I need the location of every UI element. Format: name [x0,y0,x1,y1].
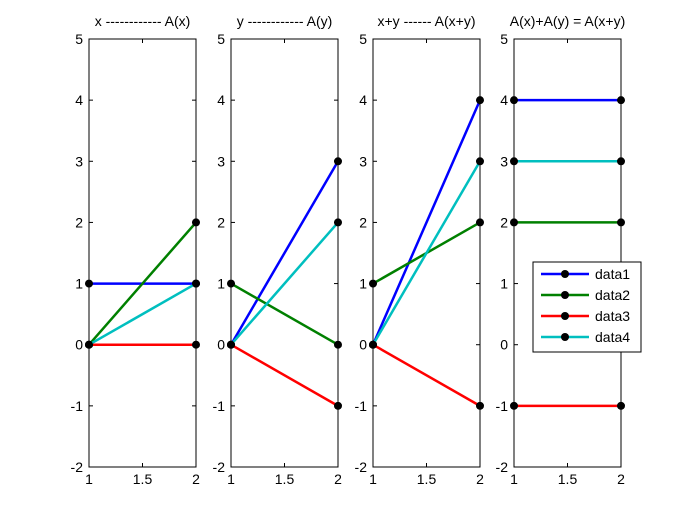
x-tick-label: 2 [476,471,484,487]
y-tick-label: 5 [359,31,367,47]
y-tick-label: 0 [359,337,367,353]
subplot-title: A(x)+A(y) = A(x+y) [510,13,626,29]
subplot-title: y ------------ A(y) [237,13,333,29]
data-point [510,96,518,105]
x-tick-label: 2 [334,471,342,487]
y-tick-label: 1 [75,276,83,292]
axes-box [513,38,622,468]
series-line-2 [229,282,340,346]
y-tick-label: 5 [217,31,225,47]
series-line-4 [87,282,198,346]
y-tick-label: -1 [496,398,509,414]
legend-marker [561,312,569,320]
y-tick-label: 3 [217,153,225,169]
subplot-3: x+y ------ A(x+y) -2 -1 0 1 2 3 4 5 1 1.5 2 [355,13,485,487]
y-tick-label: 5 [500,31,508,47]
data-point [227,340,235,349]
y-tick-label: -2 [496,459,509,475]
y-tick-label: 2 [500,214,508,230]
axes-box [88,38,197,468]
y-tick-label: 3 [359,153,367,169]
data-point [510,218,518,227]
y-tick-label: -2 [355,459,368,475]
y-tick-label: 1 [500,276,508,292]
series-line-3 [229,343,340,408]
series-line-2 [87,221,198,346]
y-tick-label: -1 [213,398,226,414]
y-tick-label: 5 [75,31,83,47]
y-tick-label: 2 [217,214,225,230]
legend-label: data1 [595,266,630,282]
y-tick-label: 0 [500,337,508,353]
data-point [369,340,377,349]
y-tick-label: 4 [75,92,83,108]
y-tick-label: 1 [359,276,367,292]
legend-marker [561,270,569,278]
legend: data1 data2 data3 data4 [532,261,642,353]
data-point [192,218,200,227]
y-tick-label: 3 [75,153,83,169]
subplot-title: x ------------ A(x) [95,13,191,29]
legend-marker [561,333,569,341]
series-line-4 [229,221,340,346]
y-tick-label: 4 [359,92,367,108]
x-tick-label: 1.5 [558,471,578,487]
series-line-4 [371,160,482,346]
legend-label: data2 [595,287,630,303]
data-point [476,96,484,105]
data-point [617,218,625,227]
series-line-3 [371,343,482,408]
x-tick-label: 1 [510,471,518,487]
data-point [334,218,342,227]
y-tick-label: 4 [217,92,225,108]
data-point [85,340,93,349]
data-point [476,157,484,166]
x-tick-label: 1 [227,471,235,487]
data-point [369,279,377,288]
subplot-2: y ------------ A(y) -2 -1 0 1 2 3 4 5 1 1.5 2 [213,13,343,487]
data-point [510,401,518,410]
x-tick-label: 2 [617,471,625,487]
subplot-title: x+y ------ A(x+y) [378,13,476,29]
data-point [192,279,200,288]
data-point [334,340,342,349]
x-tick-label: 2 [192,471,200,487]
y-tick-label: 2 [359,214,367,230]
x-tick-label: 1.5 [417,471,437,487]
x-tick-label: 1.5 [275,471,295,487]
y-tick-label: 0 [75,337,83,353]
x-tick-label: 1.5 [133,471,153,487]
data-point [227,279,235,288]
y-tick-label: -1 [71,398,84,414]
data-point [334,401,342,410]
y-tick-label: -2 [213,459,226,475]
legend-label: data4 [595,329,630,345]
x-tick-label: 1 [369,471,377,487]
data-point [510,157,518,166]
y-tick-label: 1 [217,276,225,292]
y-tick-label: -2 [71,459,84,475]
data-point [85,279,93,288]
series-line-1 [371,98,482,346]
data-point [617,96,625,105]
legend-marker [561,291,569,299]
subplot-1: x ------------ A(x) -2 -1 0 1 2 3 4 5 1 1.5 2 [71,13,201,487]
series-line-1 [229,160,340,346]
data-point [617,157,625,166]
y-tick-label: 0 [217,337,225,353]
data-point [192,340,200,349]
x-tick-label: 1 [85,471,93,487]
y-tick-label: 4 [500,92,508,108]
y-tick-label: 2 [75,214,83,230]
legend-label: data3 [595,308,630,324]
data-point [476,401,484,410]
y-tick-label: 3 [500,153,508,169]
data-point [334,157,342,166]
data-point [476,218,484,227]
data-point [617,401,625,410]
y-tick-label: -1 [355,398,368,414]
